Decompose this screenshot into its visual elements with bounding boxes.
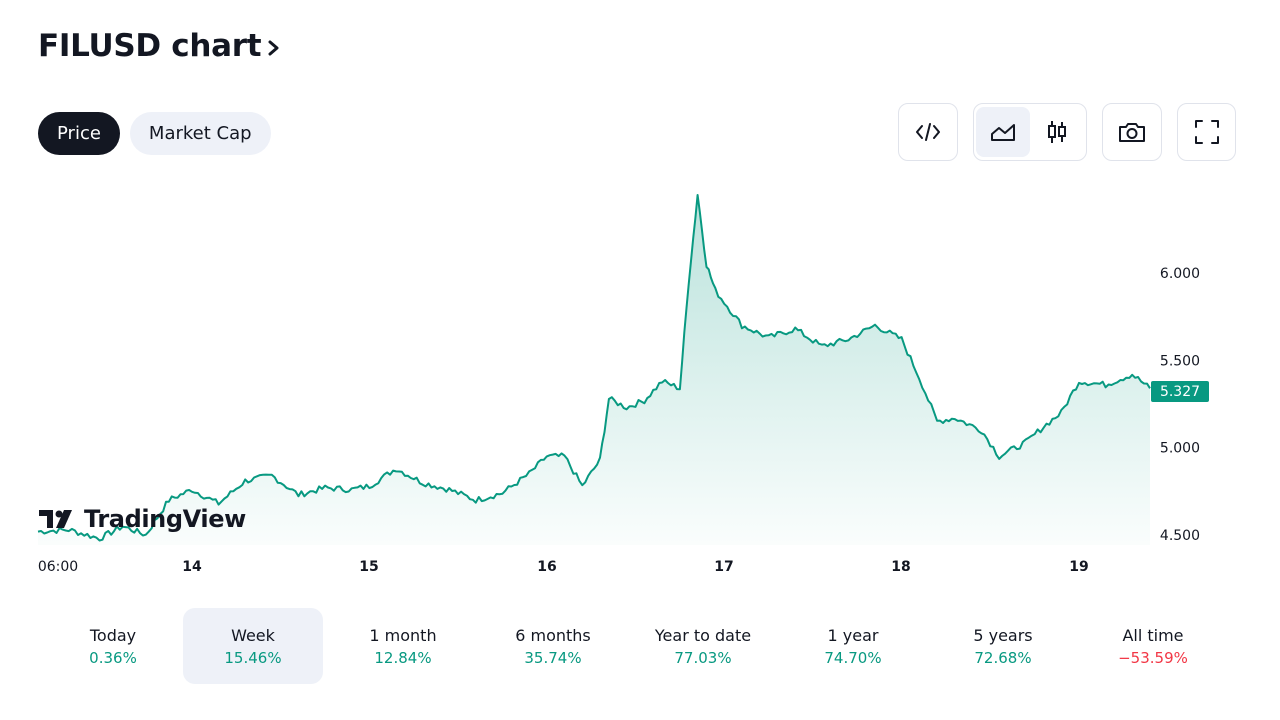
period-week[interactable]: Week 15.46% (183, 608, 323, 684)
period-today[interactable]: Today 0.36% (43, 608, 183, 684)
period-label: 1 year (827, 625, 879, 645)
area-chart-icon (991, 124, 1015, 141)
period-change-value: 12.84% (374, 648, 432, 667)
price-tick-label: 4.500 (1160, 528, 1200, 544)
snapshot-group (1102, 103, 1162, 161)
snapshot-button[interactable] (1105, 107, 1159, 157)
period-1-year[interactable]: 1 year 74.70% (783, 608, 923, 684)
price-area-fill (38, 195, 1150, 545)
period-year-to-date[interactable]: Year to date 77.03% (623, 608, 783, 684)
period-change-value: 0.36% (89, 648, 137, 667)
period-label: Week (231, 625, 275, 645)
price-line (37, 194, 1151, 542)
candle-style-button[interactable] (1030, 107, 1084, 157)
embed-group (898, 103, 958, 161)
time-tick-label: 18 (891, 559, 910, 575)
fullscreen-group (1177, 103, 1236, 161)
candlestick-icon (1048, 121, 1066, 143)
period-selector: Today 0.36% Week 15.46% 1 month 12.84% 6 month… (43, 608, 1223, 684)
tab-price[interactable]: Price (38, 112, 120, 155)
area-style-button[interactable] (976, 107, 1030, 157)
chart-style-group (973, 103, 1087, 161)
tradingview-logo: TradingView (38, 505, 246, 533)
period-label: 5 years (973, 625, 1033, 645)
period-change-value: −53.59% (1118, 648, 1188, 667)
page-title: FILUSD chart (38, 28, 262, 64)
time-tick-label: 14 (182, 559, 202, 575)
period-1-month[interactable]: 1 month 12.84% (323, 608, 483, 684)
period-change-value: 15.46% (224, 648, 282, 667)
price-tick-label: 5.500 (1160, 353, 1200, 369)
period-5-years[interactable]: 5 years 72.68% (923, 608, 1083, 684)
price-tick-label: 5.000 (1160, 441, 1200, 457)
period-label: Today (89, 625, 137, 645)
tradingview-wordmark: TradingView (84, 505, 246, 533)
time-tick-label: 16 (537, 559, 556, 575)
chart-title-link[interactable]: FILUSD chart (38, 28, 283, 64)
fullscreen-button[interactable] (1180, 107, 1234, 157)
tab-market-cap[interactable]: Market Cap (129, 112, 271, 155)
code-icon (916, 123, 940, 141)
period-change-value: 35.74% (524, 648, 582, 667)
period-change-value: 74.70% (824, 648, 882, 667)
time-tick-label: 15 (359, 559, 378, 575)
fullscreen-icon (1194, 120, 1219, 144)
time-axis: 06:00 14 15 16 17 18 19 (38, 559, 1089, 575)
embed-button[interactable] (901, 107, 955, 157)
price-axis: 6.000 5.500 5.000 4.500 (1160, 266, 1200, 544)
period-label: All time (1122, 625, 1184, 645)
time-tick-label: 17 (714, 559, 733, 575)
price-chart[interactable]: 6.000 5.500 5.000 4.500 06:00 14 15 16 17 18 19 (0, 170, 1280, 580)
tradingview-mark-icon (39, 510, 72, 528)
period-label: 1 month (369, 625, 437, 645)
chevron-right-icon (268, 40, 279, 56)
last-price-label: 5.327 (1151, 381, 1209, 402)
chart-type-tabs: Price Market Cap (38, 112, 271, 155)
period-6-months[interactable]: 6 months 35.74% (483, 608, 623, 684)
period-label: 6 months (515, 625, 591, 645)
period-change-value: 77.03% (674, 648, 732, 667)
period-label: Year to date (654, 625, 752, 645)
time-tick-label: 19 (1069, 559, 1088, 575)
price-tick-label: 6.000 (1160, 266, 1200, 282)
camera-icon (1119, 123, 1145, 142)
period-change-value: 72.68% (974, 648, 1032, 667)
time-tick-label: 06:00 (38, 559, 78, 575)
period-all-time[interactable]: All time −53.59% (1083, 608, 1223, 684)
